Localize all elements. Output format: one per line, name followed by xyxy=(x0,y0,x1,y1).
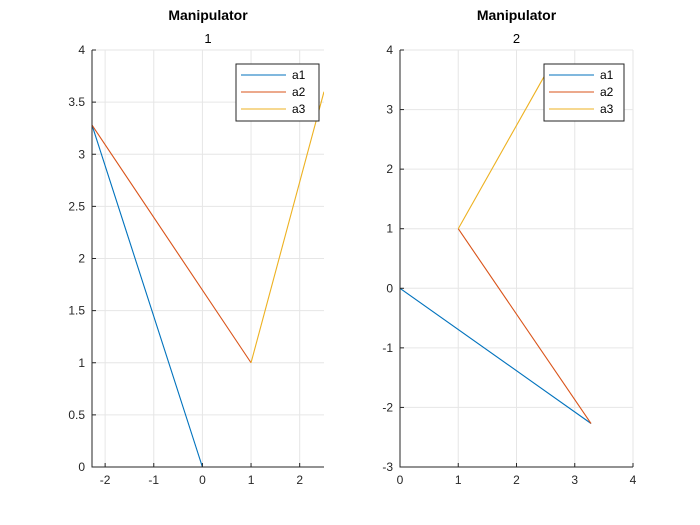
legend-label-a3: a3 xyxy=(600,102,614,116)
y-tick-label: 1.5 xyxy=(68,304,85,318)
series-line-a1 xyxy=(92,124,203,467)
y-tick-label: 4 xyxy=(386,43,393,57)
x-tick-label: 0 xyxy=(397,473,404,487)
y-tick-label: 2.5 xyxy=(68,199,85,213)
legend-label-a1: a1 xyxy=(292,68,306,82)
subplot-2: 0 1 2 3 4 -3 -2 -1 0 1 2 3 4 Manipulator 2 a1 a2 a3 xyxy=(382,7,636,487)
series-line-a3 xyxy=(457,73,547,229)
chart-title: Manipulator xyxy=(477,7,557,23)
series-line-a2 xyxy=(457,228,592,424)
y-tick-label: 1 xyxy=(78,356,85,370)
legend: a1 a2 a3 xyxy=(543,63,625,122)
y-tick-label: 3 xyxy=(78,147,85,161)
x-tick-label: 2 xyxy=(296,473,303,487)
x-tick-label: 4 xyxy=(630,473,637,487)
y-tick-label: 1 xyxy=(386,222,393,236)
y-tick-label: 0 xyxy=(78,460,85,474)
x-tick-label: 0 xyxy=(199,473,206,487)
y-tick-label: 0 xyxy=(386,281,393,295)
series-line-a1 xyxy=(400,287,592,424)
x-tick-label: 1 xyxy=(455,473,462,487)
y-tick-label: 4 xyxy=(78,43,85,57)
x-tick-label: 1 xyxy=(248,473,255,487)
subplot-1: -2 -1 0 1 2 0 0.5 1 1.5 2 2.5 3 3.5 4 Manipulator 1 a1 a2… xyxy=(68,7,324,487)
y-tick-label: -2 xyxy=(382,400,393,414)
y-tick-label: 3.5 xyxy=(68,95,85,109)
x-tick-label: 2 xyxy=(513,473,520,487)
chart-subtitle: 1 xyxy=(204,31,211,46)
legend-label-a2: a2 xyxy=(292,85,306,99)
x-tick-label: 3 xyxy=(571,473,578,487)
y-tick-label: 2 xyxy=(386,162,393,176)
legend: a1 a2 a3 xyxy=(235,63,320,122)
series-line-a3 xyxy=(250,91,324,363)
y-tick-label: 2 xyxy=(78,252,85,266)
y-tick-label: -1 xyxy=(382,341,393,355)
x-tick-label: -1 xyxy=(148,473,159,487)
chart-subtitle: 2 xyxy=(513,31,520,46)
legend-label-a1: a1 xyxy=(600,68,614,82)
legend-label-a3: a3 xyxy=(292,102,306,116)
series-line-a2 xyxy=(92,124,252,364)
y-tick-label: 3 xyxy=(386,103,393,117)
x-tick-label: -2 xyxy=(100,473,111,487)
y-tick-label: 0.5 xyxy=(68,408,85,422)
chart-title: Manipulator xyxy=(168,7,248,23)
y-tick-label: -3 xyxy=(382,460,393,474)
legend-label-a2: a2 xyxy=(600,85,614,99)
